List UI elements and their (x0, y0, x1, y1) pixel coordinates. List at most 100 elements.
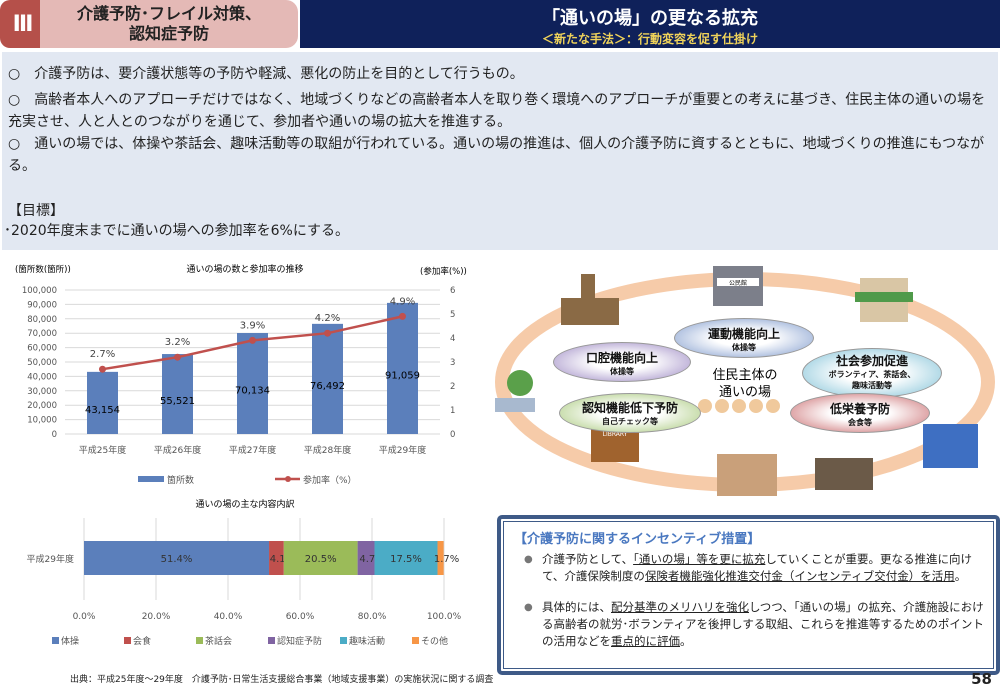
library-sign: LIBRARY (603, 431, 628, 438)
stacked-segment (283, 541, 358, 575)
oval-title: 低栄養予防 (829, 402, 890, 416)
intro-bullet: ○ 通いの場では、体操や茶話会、趣味活動等の取組が行われている。通いの場の推進は… (8, 136, 985, 174)
community-diagram: 公民館 LIBRARY 住民主体の 通いの場 (495, 266, 995, 496)
legend-swatch (268, 637, 275, 644)
center-label-1: 住民主体の (712, 368, 777, 383)
line-value-label: 3.2% (165, 337, 190, 348)
legend-label: 箇所数 (167, 474, 194, 486)
bar-value-label: 43,154 (85, 405, 120, 416)
x-tick-label: 0.0% (73, 612, 96, 622)
legend-label: 認知症予防 (277, 635, 322, 647)
y2-tick-label: 5 (450, 310, 455, 320)
x-tick-label: 60.0% (286, 612, 315, 622)
legend-swatch (285, 476, 291, 482)
page-subtitle: ＜新たな手法＞：行動変容を促す仕掛け (541, 32, 758, 46)
legend-swatch (52, 637, 59, 644)
emphasis: 配分基準のメリハリを強化 (611, 600, 749, 614)
y-tick-label: 0 (52, 430, 57, 440)
x-tick-label: 平成26年度 (154, 444, 201, 456)
stacked-segment (84, 541, 270, 575)
text: していくことが重要。更なる推進に向けて、介護保険制度の (542, 552, 972, 583)
charts: 通いの場の数と参加率の推移 (箇所数(箇所)) (参加率(%)) 0 10,000 20,… (15, 263, 467, 647)
y-tick-label: 平成29年度 (27, 553, 74, 565)
bar (162, 354, 193, 434)
section-title-line2: 認知症予防 (128, 24, 209, 43)
emphasis: 「通いの場」等を更に拡充 (633, 552, 766, 566)
emphasis: 重点的に評価 (611, 634, 680, 648)
bar (87, 371, 118, 434)
y2-tick-label: 3 (450, 358, 455, 368)
legend-label: 会食 (133, 635, 151, 647)
bar-value-label: 76,492 (310, 381, 345, 392)
oval-title: 口腔機能向上 (585, 351, 658, 365)
legend-swatch (196, 637, 203, 644)
segment-label: 20.5% (305, 554, 337, 565)
x-tick-label: 100.0% (427, 612, 462, 622)
oval-title: 社会参加促進 (835, 354, 908, 368)
y-tick-label: 30,000 (27, 387, 57, 397)
emphasis: 保険者機能強化推進交付金（インセンティブ交付金）を活用 (644, 569, 955, 583)
stacked-segment (437, 541, 444, 575)
oval-motor-function: 運動機能向上 体操等 (674, 318, 814, 358)
y-tick-label: 60,000 (27, 344, 57, 354)
tree-park-icon (495, 370, 535, 412)
segment-label: 1.7% (434, 554, 459, 565)
bar-value-label: 70,134 (235, 386, 270, 397)
y-tick-label: 100,000 (22, 286, 57, 296)
y2-tick-label: 6 (450, 286, 455, 296)
oval-oral-function: 口腔機能向上 体操等 (553, 342, 691, 382)
intro-panel: ○ 介護予防は、要介護状態等の予防や軽減、悪化の防止を目的として行うもの。 ○ … (2, 52, 998, 250)
page-title: 「通いの場」の更なる拡充 (542, 8, 758, 29)
house-icon (815, 458, 873, 490)
text: 。 (954, 569, 967, 583)
incentive-point-2: 具体的には、配分基準のメリハリを強化しつつ、「通いの場」の拡充、介護施設における… (524, 599, 985, 650)
page-number: 58 (971, 670, 992, 688)
legend-label: 趣味活動 (349, 635, 385, 647)
legend-swatch (412, 637, 419, 644)
oval-title: 運動機能向上 (707, 327, 780, 341)
y-tick-label: 10,000 (27, 416, 57, 426)
legend-swatch (138, 476, 164, 482)
line-value-label: 4.2% (315, 313, 340, 324)
oval-title: 認知機能低下予防 (581, 401, 678, 415)
line-point (324, 329, 331, 337)
oval-sub: 会食等 (848, 418, 872, 427)
oval-sub: 自己チェック等 (602, 417, 658, 426)
legend-swatch (340, 637, 347, 644)
line-point (399, 312, 406, 320)
bar-value-label: 91,059 (385, 370, 420, 381)
chart-title: 通いの場の主な内容内訳 (195, 498, 294, 510)
section-title: 介護予防･フレイル対策、 認知症予防 (40, 0, 298, 48)
section-number: Ⅲ (0, 0, 46, 48)
y2-tick-label: 0 (450, 430, 455, 440)
chart-title: 通いの場の数と参加率の推移 (186, 263, 303, 275)
oval-cognitive-prevention: 認知機能低下予防自己チェック等 (559, 393, 701, 433)
incentive-title: 【介護予防に関するインセンティブ措置】 (514, 532, 761, 547)
text: 。 (680, 634, 692, 648)
center-label-2: 通いの場 (719, 385, 771, 400)
elderly-people-icon (698, 399, 780, 496)
legend-swatch (124, 637, 131, 644)
segment-label: 17.5% (390, 554, 422, 565)
goal-label: 【目標】 (8, 203, 64, 219)
x-tick-label: 80.0% (358, 612, 387, 622)
x-tick-label: 平成25年度 (79, 444, 126, 456)
x-tick-label: 平成29年度 (379, 444, 426, 456)
incentive-point-1: 介護予防として、「通いの場」等を更に拡充していくことが重要。更なる推進に向けて、… (524, 551, 985, 585)
segment-label: 4.7% (359, 554, 384, 565)
line-point (174, 353, 181, 361)
oval-malnutrition-prevention: 低栄養予防 会食等 (790, 393, 930, 433)
bar-value-label: 55,521 (160, 396, 195, 407)
bar (237, 333, 268, 434)
line-value-label: 4.9% (390, 296, 415, 307)
source-note: 出典：平成25年度～29年度 介護予防･日常生活支援総合事業（地域支援事業）の実… (70, 675, 494, 685)
section-title-line1: 介護予防･フレイル対策、 (76, 4, 261, 23)
shop-icon (855, 278, 913, 322)
x-tick-label: 平成27年度 (229, 444, 276, 456)
line-value-label: 2.7% (90, 349, 115, 360)
oval-sub: ボランティア、茶話会、趣味活動等 (828, 370, 916, 390)
y2-tick-label: 4 (450, 334, 455, 344)
oval-sub: 体操等 (610, 367, 634, 376)
intro-bullet: ○ 介護予防は、要介護状態等の予防や軽減、悪化の防止を目的として行うもの。 (8, 66, 524, 82)
department-store-icon (923, 424, 978, 468)
